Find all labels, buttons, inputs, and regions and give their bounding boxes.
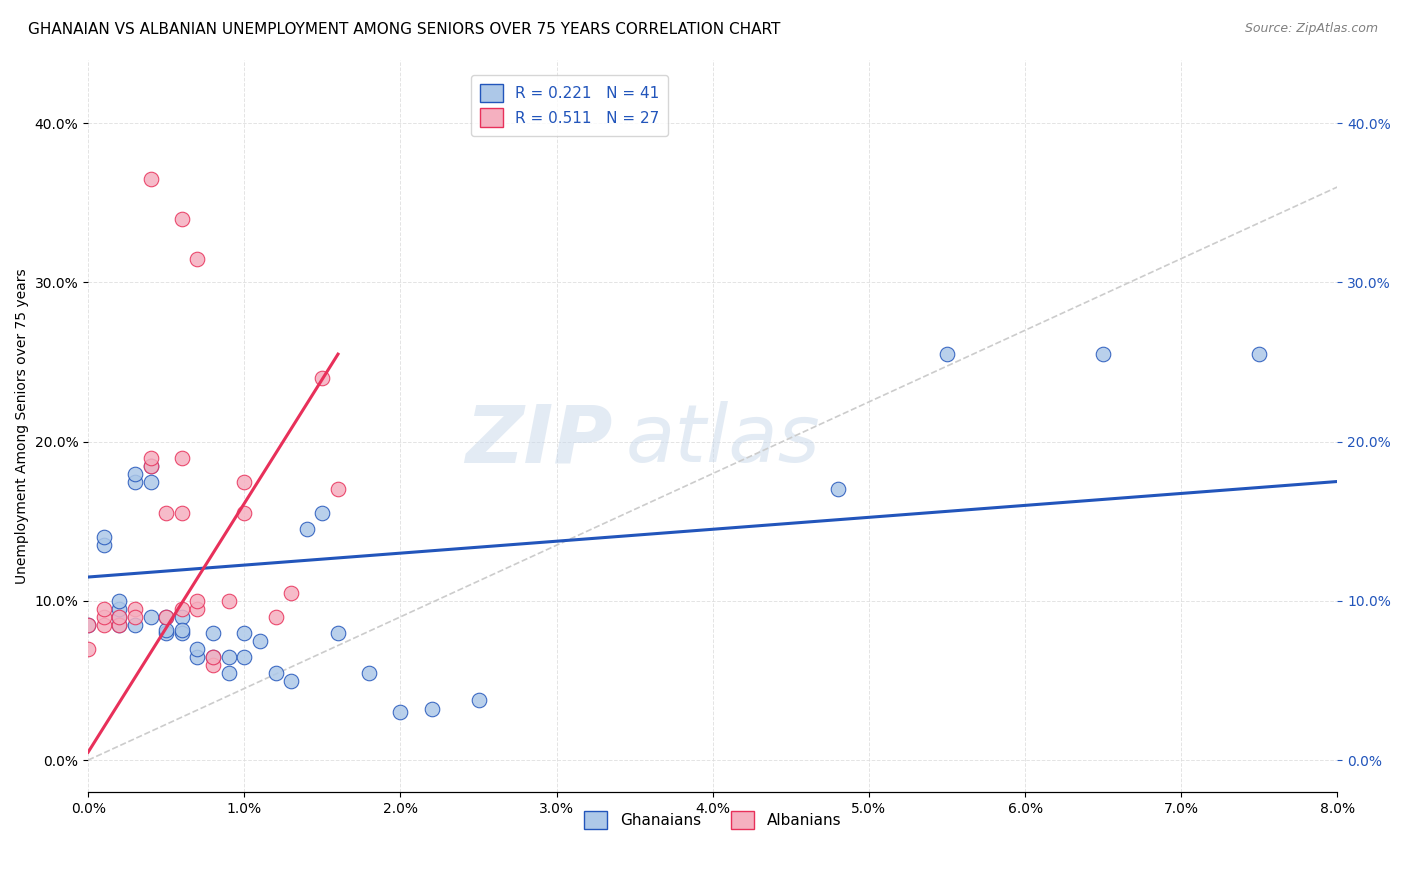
Point — [93, 538, 115, 552]
Legend: Ghanaians, Albanians: Ghanaians, Albanians — [578, 805, 848, 836]
Point — [155, 610, 177, 624]
Point — [108, 602, 131, 616]
Point — [827, 483, 849, 497]
Point — [186, 641, 208, 656]
Point — [124, 467, 146, 481]
Point — [218, 649, 240, 664]
Point — [233, 475, 256, 489]
Point — [936, 347, 959, 361]
Text: GHANAIAN VS ALBANIAN UNEMPLOYMENT AMONG SENIORS OVER 75 YEARS CORRELATION CHART: GHANAIAN VS ALBANIAN UNEMPLOYMENT AMONG … — [28, 22, 780, 37]
Point — [170, 623, 193, 637]
Point — [139, 450, 162, 465]
Point — [359, 665, 381, 680]
Point — [124, 475, 146, 489]
Point — [1092, 347, 1115, 361]
Point — [467, 692, 489, 706]
Point — [124, 617, 146, 632]
Point — [326, 625, 349, 640]
Point — [93, 610, 115, 624]
Point — [170, 506, 193, 520]
Point — [280, 586, 302, 600]
Point — [311, 506, 333, 520]
Point — [108, 617, 131, 632]
Point — [326, 483, 349, 497]
Point — [170, 211, 193, 226]
Point — [93, 617, 115, 632]
Point — [202, 649, 225, 664]
Point — [170, 610, 193, 624]
Point — [124, 602, 146, 616]
Point — [155, 506, 177, 520]
Point — [218, 594, 240, 608]
Point — [155, 610, 177, 624]
Point — [139, 458, 162, 473]
Point — [139, 610, 162, 624]
Point — [77, 641, 100, 656]
Point — [170, 450, 193, 465]
Point — [108, 610, 131, 624]
Point — [264, 610, 287, 624]
Point — [139, 172, 162, 186]
Point — [233, 625, 256, 640]
Point — [108, 610, 131, 624]
Point — [186, 602, 208, 616]
Point — [170, 602, 193, 616]
Point — [249, 633, 271, 648]
Point — [202, 657, 225, 672]
Point — [233, 506, 256, 520]
Y-axis label: Unemployment Among Seniors over 75 years: Unemployment Among Seniors over 75 years — [15, 268, 30, 583]
Point — [186, 649, 208, 664]
Point — [311, 371, 333, 385]
Point — [233, 649, 256, 664]
Text: Source: ZipAtlas.com: Source: ZipAtlas.com — [1244, 22, 1378, 36]
Point — [77, 617, 100, 632]
Point — [218, 665, 240, 680]
Point — [155, 625, 177, 640]
Point — [295, 522, 318, 536]
Point — [124, 610, 146, 624]
Text: atlas: atlas — [626, 401, 820, 479]
Point — [139, 458, 162, 473]
Point — [108, 617, 131, 632]
Point — [77, 617, 100, 632]
Point — [202, 625, 225, 640]
Point — [186, 594, 208, 608]
Point — [108, 594, 131, 608]
Point — [264, 665, 287, 680]
Point — [186, 252, 208, 266]
Point — [170, 625, 193, 640]
Point — [202, 649, 225, 664]
Point — [1249, 347, 1271, 361]
Point — [93, 530, 115, 544]
Point — [280, 673, 302, 688]
Point — [93, 602, 115, 616]
Point — [389, 706, 412, 720]
Point — [139, 475, 162, 489]
Point — [155, 623, 177, 637]
Point — [420, 702, 443, 716]
Text: ZIP: ZIP — [465, 401, 613, 479]
